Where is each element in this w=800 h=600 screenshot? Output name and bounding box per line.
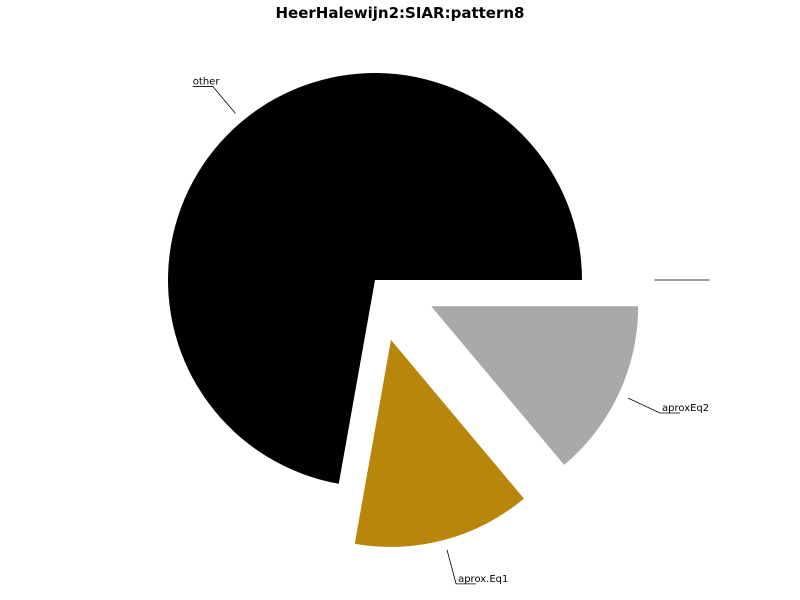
chart-title: HeerHalewijn2:SIAR:pattern8: [275, 4, 525, 22]
slice-label-other: other: [193, 76, 221, 87]
pie-slices: [168, 73, 639, 547]
slice-label-aprox-eq1: aprox.Eq1: [458, 574, 508, 585]
slice-label-aproxeq2: aproxEq2: [662, 403, 709, 414]
pie-slice-aprox-eq1: [354, 339, 524, 547]
pie-labels: other aprox.Eq1 aproxEq2: [192, 76, 710, 585]
pie-slice-aproxeq2: [431, 306, 639, 465]
leader-line-aproxeq2: [627, 397, 681, 414]
leader-line-aprox-eq1: [446, 549, 477, 585]
pie-slice-other: [168, 73, 582, 484]
leader-line-other: [192, 86, 236, 114]
